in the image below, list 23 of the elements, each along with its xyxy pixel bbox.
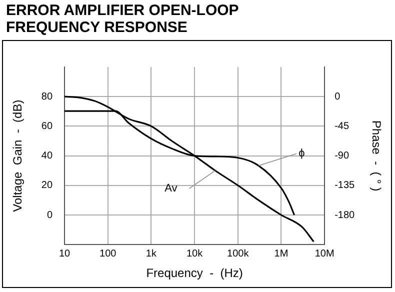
y-tick-label: 20 xyxy=(41,180,53,192)
x-tick-label: 100k xyxy=(227,248,250,260)
y-tick-label: 60 xyxy=(41,120,53,132)
x-tick-label: 10 xyxy=(58,248,71,260)
x-axis-title: Frequency - (Hz) xyxy=(146,266,243,280)
y2-tick-label: -45 xyxy=(334,120,350,132)
text: ϕ xyxy=(298,148,305,160)
y-tick-label: 80 xyxy=(41,91,53,102)
chart-title: ERROR AMPLIFIER OPEN-LOOP FREQUENCY RESPONSE xyxy=(6,2,240,36)
y-tick-label: 0 xyxy=(46,210,53,221)
x-tick-label: 1k xyxy=(146,248,158,260)
y2-tick-label: 0 xyxy=(334,91,341,102)
y2-axis-title: Phase - ( ° ) xyxy=(369,120,384,192)
x-tick-label: 100 xyxy=(100,248,117,260)
x-tick-label: 10k xyxy=(186,248,204,260)
y2-tick-label: -135 xyxy=(334,180,356,192)
y2-tick-label: -90 xyxy=(334,150,350,162)
y2-tick-label: -180 xyxy=(334,210,356,221)
x-tick-label: 10M xyxy=(314,248,334,260)
y-axis-title: Voltage Gain - (dB) xyxy=(10,100,25,212)
text: Av xyxy=(164,182,178,195)
x-tick-label: 1M xyxy=(274,248,288,260)
y-tick-label: 40 xyxy=(41,150,53,162)
